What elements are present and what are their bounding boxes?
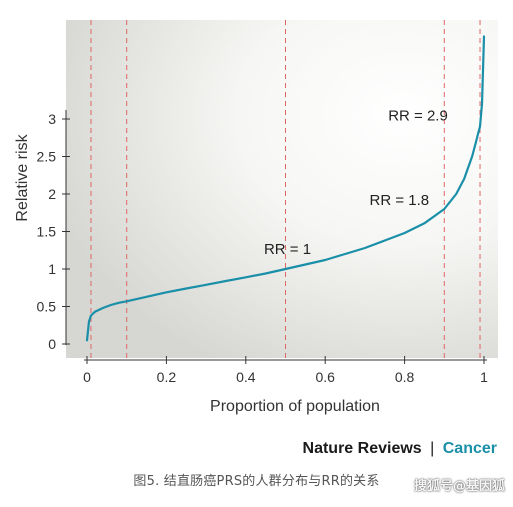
annotation-2: RR = 2.9 — [388, 108, 448, 125]
figure-caption-wrap: 图5. 结直肠癌PRS的人群分布与RR的关系 — [0, 470, 513, 500]
y-tick-label-1: 0.5 — [37, 299, 57, 315]
y-tick-label-4: 2 — [48, 186, 56, 202]
brand-name: Nature Reviews — [302, 440, 422, 457]
series-line-0 — [85, 35, 486, 342]
brand-separator: | — [430, 440, 435, 457]
curve-layer — [85, 35, 486, 342]
annotation-1: RR = 1.8 — [369, 192, 429, 209]
watermark: 搜狐号@基因狐 — [413, 479, 505, 494]
x-tick-label-4: 0.8 — [395, 369, 415, 385]
journal-brand: Nature Reviews | Cancer — [303, 440, 497, 458]
x-axis-label: Proportion of population — [210, 398, 380, 415]
y-tick-label-0: 0 — [48, 336, 56, 352]
x-tick-label-1: 0.2 — [157, 369, 177, 385]
y-axis-label: Relative risk — [14, 133, 31, 221]
x-tick-label-3: 0.6 — [315, 369, 335, 385]
plot-background — [66, 20, 498, 358]
annotation-0: RR = 1 — [264, 241, 311, 258]
annotations: RR = 1 RR = 1.8 RR = 2.9 — [264, 108, 448, 259]
x-tick-label-2: 0.4 — [236, 369, 256, 385]
brand-section: Cancer — [442, 440, 497, 457]
figure-caption: 图5. 结直肠癌PRS的人群分布与RR的关系 — [133, 474, 380, 489]
x-tick-label-5: 1 — [480, 369, 488, 385]
y-tick-label-2: 1 — [48, 261, 56, 277]
axes: 0 0.5 1 1.5 2 2.5 3 0 0.2 0.4 0.6 0.8 1 — [37, 110, 488, 385]
y-tick-label-5: 2.5 — [37, 149, 57, 165]
x-tick-label-0: 0 — [83, 369, 91, 385]
y-tick-label-6: 3 — [48, 111, 56, 127]
y-tick-label-3: 1.5 — [37, 224, 57, 240]
